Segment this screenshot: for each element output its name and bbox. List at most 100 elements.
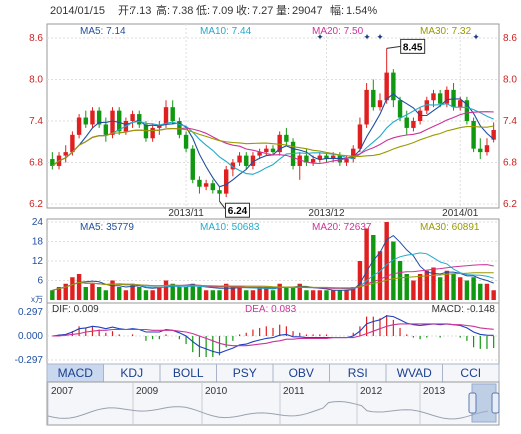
max-label-box xyxy=(400,38,426,54)
volume-bar xyxy=(330,290,336,300)
volume-bar xyxy=(384,222,389,300)
volume-bar xyxy=(484,283,490,300)
macd-lines xyxy=(52,315,494,354)
volume-bar xyxy=(257,287,262,300)
price-x-axis: 2013/11 2013/12 2014/01 xyxy=(168,208,478,219)
header-close-label: 收: xyxy=(236,3,250,17)
candle-body xyxy=(364,89,369,125)
candle-body xyxy=(491,129,496,140)
candle xyxy=(337,152,343,166)
candle-body xyxy=(317,155,323,160)
tab-label: BOLL xyxy=(173,366,204,380)
price-y-axis: 8.6 8.6 8.0 8.0 7.4 7.4 6.8 6.8 6.2 6.2 xyxy=(29,33,517,210)
volume-bar xyxy=(96,287,102,300)
candle xyxy=(391,69,396,108)
candle xyxy=(76,114,82,139)
candle-body xyxy=(63,152,68,156)
volume-bar xyxy=(310,290,316,300)
candle xyxy=(183,131,189,153)
candle xyxy=(411,117,416,132)
volume-bar xyxy=(458,277,463,300)
price-ytick-left: 6.2 xyxy=(29,199,43,210)
candle-body xyxy=(50,159,55,166)
volume-unit: x万 xyxy=(31,295,43,304)
candle-body xyxy=(197,179,202,187)
candle-body xyxy=(110,110,115,135)
tab-label: CCI xyxy=(460,366,481,380)
volume-bar xyxy=(150,290,155,300)
candle xyxy=(351,145,356,163)
timeline-left-handle[interactable] xyxy=(468,392,477,414)
candle-body xyxy=(337,155,343,163)
volume-bar xyxy=(137,287,142,300)
max-label: 8.45 xyxy=(403,42,423,53)
macd-ytick: 0.297 xyxy=(18,307,43,318)
candle xyxy=(177,117,182,139)
price-ytick-left: 7.4 xyxy=(29,116,43,127)
volume-bar xyxy=(230,287,236,300)
candle-body xyxy=(143,124,149,139)
event-marker-icon: ✦ xyxy=(376,32,384,42)
volume-bar xyxy=(417,274,423,300)
candle-body xyxy=(351,148,356,160)
candle-body xyxy=(344,159,349,163)
volume-ma-label: MA5: 35779 xyxy=(80,222,134,233)
tab-label: OBV xyxy=(289,366,314,380)
candle xyxy=(197,176,202,194)
price-ma-label: MA10: 7.44 xyxy=(200,26,252,37)
tab-label: KDJ xyxy=(120,366,143,380)
volume-bar xyxy=(117,287,122,300)
tab-wvad[interactable]: WVAD xyxy=(385,363,443,383)
candle xyxy=(357,117,363,153)
timeline-right-handle[interactable] xyxy=(491,392,500,414)
header-volume: 29047 xyxy=(292,5,323,17)
volume-ytick: 24 xyxy=(32,217,44,228)
tab-kdj[interactable]: KDJ xyxy=(103,363,161,383)
timeline-overview-line xyxy=(47,400,489,420)
volume-bar xyxy=(163,280,169,300)
volume-bar xyxy=(371,235,376,300)
candle-body xyxy=(83,117,88,125)
candle xyxy=(210,179,216,194)
candle xyxy=(478,138,483,160)
price-ma-lines xyxy=(51,93,495,188)
price-grid xyxy=(47,24,499,208)
tab-boll[interactable]: BOLL xyxy=(159,363,217,383)
candle xyxy=(317,152,323,163)
volume-bar xyxy=(237,287,242,300)
volume-bar xyxy=(170,283,175,300)
candle-body xyxy=(437,93,443,104)
volume-ytick: 6 xyxy=(37,276,43,287)
candle-body xyxy=(244,155,249,166)
volume-bar xyxy=(431,267,436,300)
candle xyxy=(297,152,302,180)
candle-body xyxy=(397,100,403,118)
volume-bar xyxy=(357,261,363,300)
timeline-year: 2009 xyxy=(136,386,159,397)
timeline-year: 2007 xyxy=(51,386,74,397)
volume-bar xyxy=(103,290,109,300)
candle xyxy=(424,96,429,115)
price-annotations: 8.45 6.24 xyxy=(219,38,426,218)
volume-bar xyxy=(344,290,349,300)
candle xyxy=(464,96,470,125)
tab-macd[interactable]: MACD xyxy=(46,363,104,383)
candle xyxy=(237,152,242,166)
tab-label: MACD xyxy=(58,366,94,380)
volume-bar xyxy=(404,274,409,300)
header-date: 2014/01/15 xyxy=(50,5,105,17)
candle-body xyxy=(183,134,189,149)
tab-obv[interactable]: OBV xyxy=(272,363,330,383)
price-ma-label: MA5: 7.14 xyxy=(80,26,126,37)
header-volume-label: 量: xyxy=(276,4,290,17)
candle xyxy=(284,127,289,146)
volume-bar xyxy=(471,277,476,300)
tab-cci[interactable]: CCI xyxy=(442,363,500,383)
candle-body xyxy=(190,148,195,180)
volume-ma-lines xyxy=(52,234,494,291)
tab-rsi[interactable]: RSI xyxy=(329,363,387,383)
candle-body xyxy=(117,110,122,132)
volume-bar xyxy=(411,280,416,300)
candle-body xyxy=(217,190,222,194)
tab-psy[interactable]: PSY xyxy=(216,363,274,383)
